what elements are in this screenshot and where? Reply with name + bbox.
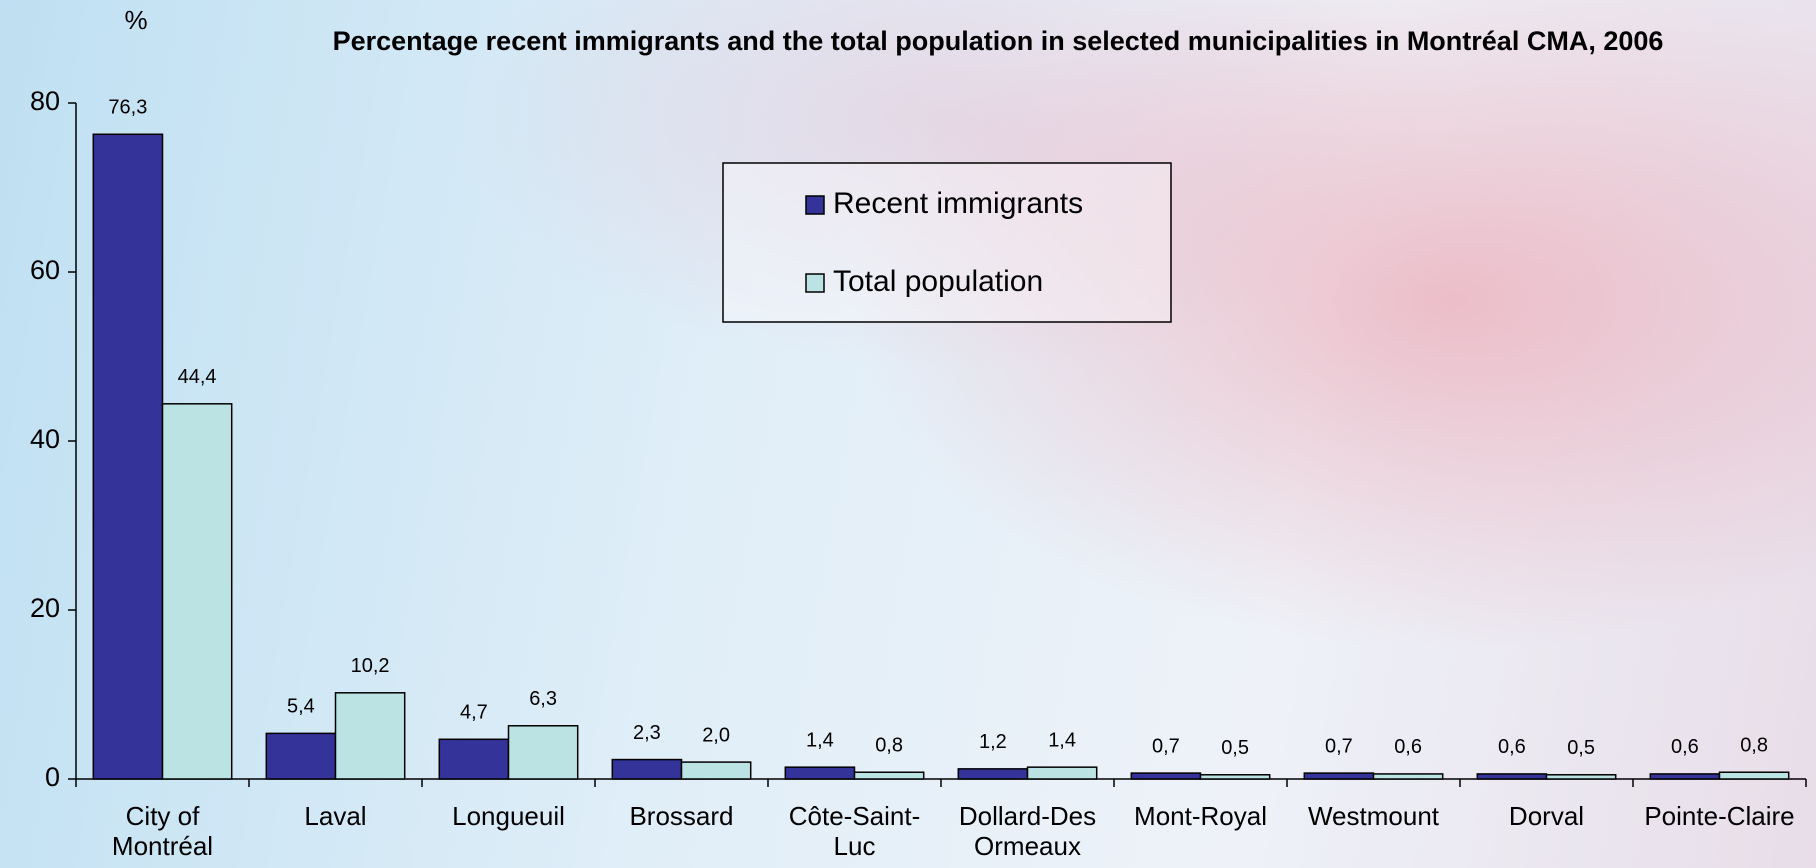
- bar: [1026, 766, 1098, 780]
- value-label: 2,0: [702, 724, 730, 746]
- bar: [1718, 771, 1790, 780]
- chart-title: Percentage recent immigrants and the tot…: [333, 26, 1664, 56]
- bar: [507, 725, 579, 780]
- bar: [1476, 773, 1548, 780]
- x-tick-label: Laval: [304, 801, 367, 831]
- value-label: 76,3: [108, 97, 147, 119]
- value-label: 0,8: [875, 735, 903, 757]
- x-tick-label: Longueuil: [452, 801, 565, 831]
- bar: [1649, 773, 1721, 780]
- value-label: 2,3: [633, 722, 661, 744]
- value-label: 0,5: [1567, 737, 1595, 759]
- value-label: 0,6: [1394, 736, 1422, 758]
- value-label: 0,6: [1671, 736, 1699, 758]
- x-tick-label: City of Montréal: [111, 801, 214, 861]
- x-tick-label: Dorval: [1508, 801, 1585, 831]
- bar: [957, 768, 1029, 780]
- bar: [161, 403, 233, 780]
- bar: [1545, 774, 1617, 780]
- bar: [334, 692, 406, 780]
- y-tick-label: 20: [30, 593, 60, 623]
- x-tick-label: Côte-Saint-Luc: [788, 801, 921, 861]
- y-axis-label: %: [124, 5, 147, 35]
- value-label: 4,7: [460, 702, 488, 724]
- bar: [1303, 772, 1375, 780]
- bar: [611, 758, 683, 780]
- legend-box: [722, 162, 1172, 323]
- legend-swatch: [805, 273, 825, 293]
- y-tick-label: 80: [30, 86, 60, 116]
- value-label: 0,7: [1152, 735, 1180, 757]
- value-label: 5,4: [287, 696, 315, 718]
- bar: [265, 732, 337, 780]
- value-label: 10,2: [351, 655, 390, 677]
- value-label: 0,8: [1740, 735, 1768, 757]
- bar: [1199, 774, 1271, 780]
- value-label: 44,4: [178, 366, 217, 388]
- bar: [1130, 772, 1202, 780]
- value-label: 0,7: [1325, 735, 1353, 757]
- legend-label: Total population: [833, 265, 1043, 298]
- value-label: 0,6: [1498, 736, 1526, 758]
- value-label: 0,5: [1221, 737, 1249, 759]
- legend-label: Recent immigrants: [833, 187, 1083, 220]
- x-tick-label: Brossard: [629, 801, 734, 831]
- y-tick-label: 0: [45, 762, 60, 792]
- value-label: 1,4: [1048, 729, 1076, 751]
- bar: [680, 761, 752, 780]
- value-label: 6,3: [529, 688, 557, 710]
- value-label: 1,2: [979, 731, 1007, 753]
- legend-swatch: [805, 195, 825, 215]
- bar: [1372, 773, 1444, 780]
- bar: [92, 133, 164, 780]
- x-tick-label: Pointe-Claire: [1644, 801, 1795, 831]
- y-tick-label: 40: [30, 424, 60, 454]
- bar: [784, 766, 856, 780]
- y-tick-label: 60: [30, 255, 60, 285]
- x-tick-label: Mont-Royal: [1134, 801, 1267, 831]
- bar: [438, 738, 510, 780]
- x-tick-label: Dollard-Des Ormeaux: [958, 801, 1097, 861]
- bar: [853, 771, 925, 780]
- value-label: 1,4: [806, 729, 834, 751]
- x-tick-label: Westmount: [1307, 801, 1439, 831]
